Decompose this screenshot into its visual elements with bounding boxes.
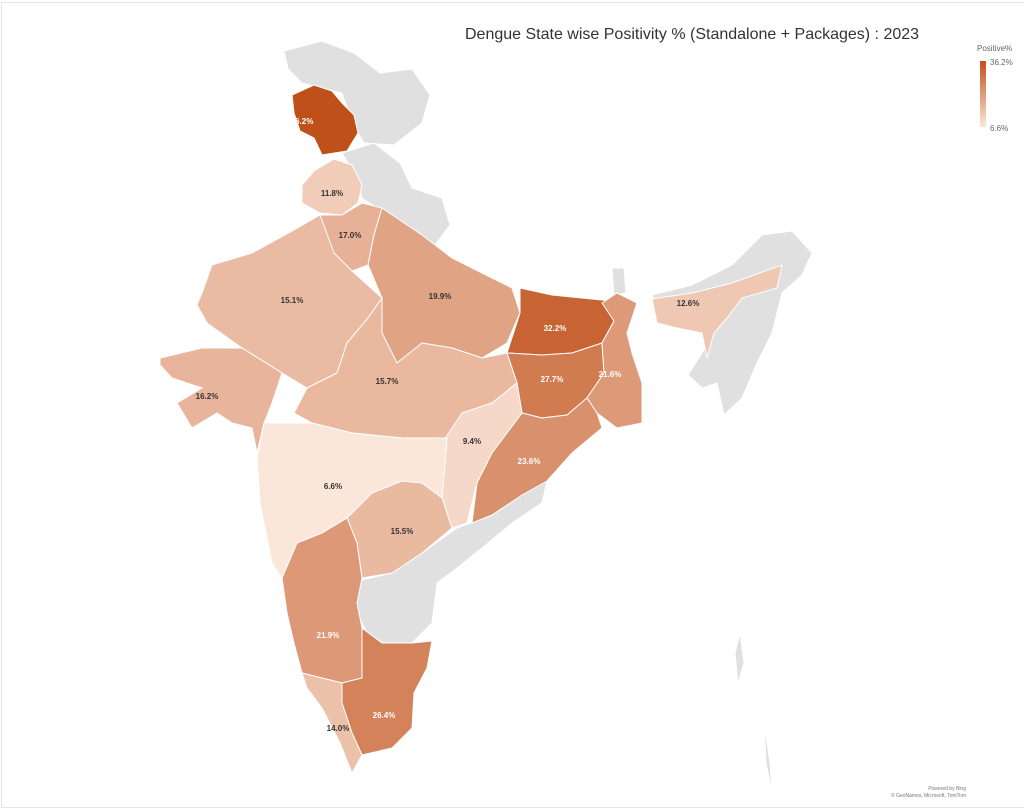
state-label-pb: 11.8% (321, 189, 343, 198)
state-label-od: 23.6% (518, 457, 541, 466)
map-credit: Powered by Bing © GeoNames, Microsoft, To… (891, 786, 966, 800)
state-label-mp: 15.7% (376, 377, 399, 386)
state-label-kl: 14.0% (327, 724, 350, 733)
state-label-gj: 16.2% (196, 392, 219, 401)
state-region-jk[interactable] (291, 84, 359, 156)
credit-attribution: © GeoNames, Microsoft, TomTom (891, 793, 966, 799)
no-data-region (611, 267, 627, 296)
state-label-cg: 9.4% (463, 437, 481, 446)
state-label-ka: 21.9% (317, 631, 340, 640)
state-region-as[interactable] (651, 264, 783, 359)
state-label-rj: 15.1% (281, 296, 304, 305)
india-map[interactable]: 36.2% 11.8% 17.0% 15.1% 19.9% 32.2% 27.7% 21.6%… (2, 3, 1024, 807)
map-title: Dengue State wise Positivity % (Standalo… (465, 26, 920, 43)
no-data-region (283, 40, 431, 146)
legend-title: Positive% (977, 44, 1013, 53)
state-region-od[interactable] (471, 397, 603, 524)
state-region-wb[interactable] (586, 292, 643, 429)
state-label-up: 19.9% (429, 292, 452, 301)
state-label-as: 12.6% (677, 299, 700, 308)
legend-max: 36.2% (990, 58, 1013, 67)
legend-min: 6.6% (990, 124, 1009, 133)
state-label-hr: 17.0% (339, 231, 362, 240)
state-label-jh: 27.7% (541, 375, 564, 384)
state-region-kl[interactable] (301, 672, 363, 775)
state-label-mh: 6.6% (324, 482, 342, 491)
state-label-tg: 15.5% (391, 527, 414, 536)
state-label-wb: 21.6% (599, 370, 622, 379)
state-region-pb[interactable] (301, 158, 363, 216)
state-region-gj[interactable] (159, 347, 283, 454)
credit-powered-by: Powered by Bing (928, 786, 966, 792)
state-label-br: 32.2% (544, 324, 567, 333)
no-data-region (341, 142, 451, 250)
legend-gradient-bar (980, 61, 986, 127)
state-label-tn: 26.4% (373, 711, 396, 720)
no-data-region (734, 632, 773, 794)
state-label-jk: 36.2% (291, 117, 314, 126)
